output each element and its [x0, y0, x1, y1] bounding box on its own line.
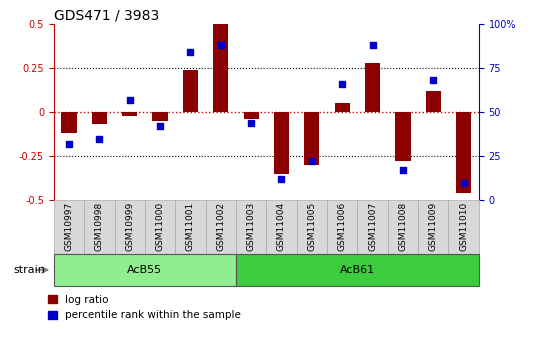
- Bar: [335, 104, 350, 112]
- Bar: [54, 254, 236, 286]
- Bar: [327, 200, 357, 254]
- Bar: [305, 112, 320, 165]
- Bar: [54, 200, 84, 254]
- Text: GSM10997: GSM10997: [65, 202, 74, 252]
- Point: [368, 42, 377, 48]
- Bar: [266, 200, 296, 254]
- Text: strain: strain: [14, 265, 46, 275]
- Text: GSM11008: GSM11008: [399, 202, 407, 252]
- Bar: [296, 200, 327, 254]
- Point: [459, 180, 468, 185]
- Point: [399, 167, 407, 173]
- Text: AcB61: AcB61: [340, 265, 375, 275]
- Text: GSM11001: GSM11001: [186, 202, 195, 252]
- Text: GSM11007: GSM11007: [368, 202, 377, 252]
- Bar: [395, 112, 410, 161]
- Bar: [236, 254, 479, 286]
- Bar: [456, 112, 471, 193]
- Point: [155, 124, 164, 129]
- Point: [429, 78, 437, 83]
- Point: [308, 159, 316, 164]
- Bar: [84, 200, 115, 254]
- Point: [216, 42, 225, 48]
- Bar: [92, 112, 107, 125]
- Bar: [122, 112, 137, 116]
- Text: GSM11010: GSM11010: [459, 202, 468, 252]
- Point: [65, 141, 73, 147]
- Text: GSM11000: GSM11000: [155, 202, 165, 252]
- Text: GSM11006: GSM11006: [338, 202, 346, 252]
- Bar: [357, 200, 388, 254]
- Point: [277, 176, 286, 182]
- Bar: [236, 200, 266, 254]
- Point: [95, 136, 104, 141]
- Bar: [426, 91, 441, 112]
- Point: [125, 97, 134, 102]
- Text: GDS471 / 3983: GDS471 / 3983: [54, 9, 159, 23]
- Text: GSM10999: GSM10999: [125, 202, 134, 252]
- Text: GSM11009: GSM11009: [429, 202, 438, 252]
- Bar: [449, 200, 479, 254]
- Bar: [152, 112, 168, 121]
- Bar: [418, 200, 449, 254]
- Text: GSM11004: GSM11004: [277, 202, 286, 252]
- Bar: [206, 200, 236, 254]
- Bar: [274, 112, 289, 174]
- Text: GSM11003: GSM11003: [246, 202, 256, 252]
- Bar: [244, 112, 259, 119]
- Text: AcB55: AcB55: [128, 265, 162, 275]
- Bar: [115, 200, 145, 254]
- Bar: [183, 70, 198, 112]
- Point: [247, 120, 256, 126]
- Point: [338, 81, 346, 87]
- Text: GSM11002: GSM11002: [216, 202, 225, 252]
- Bar: [175, 200, 206, 254]
- Legend: log ratio, percentile rank within the sample: log ratio, percentile rank within the sa…: [48, 295, 241, 320]
- Text: GSM10998: GSM10998: [95, 202, 104, 252]
- Bar: [61, 112, 76, 133]
- Bar: [365, 63, 380, 112]
- Bar: [213, 24, 228, 112]
- Bar: [388, 200, 418, 254]
- Text: GSM11005: GSM11005: [307, 202, 316, 252]
- Point: [186, 50, 195, 55]
- Bar: [145, 200, 175, 254]
